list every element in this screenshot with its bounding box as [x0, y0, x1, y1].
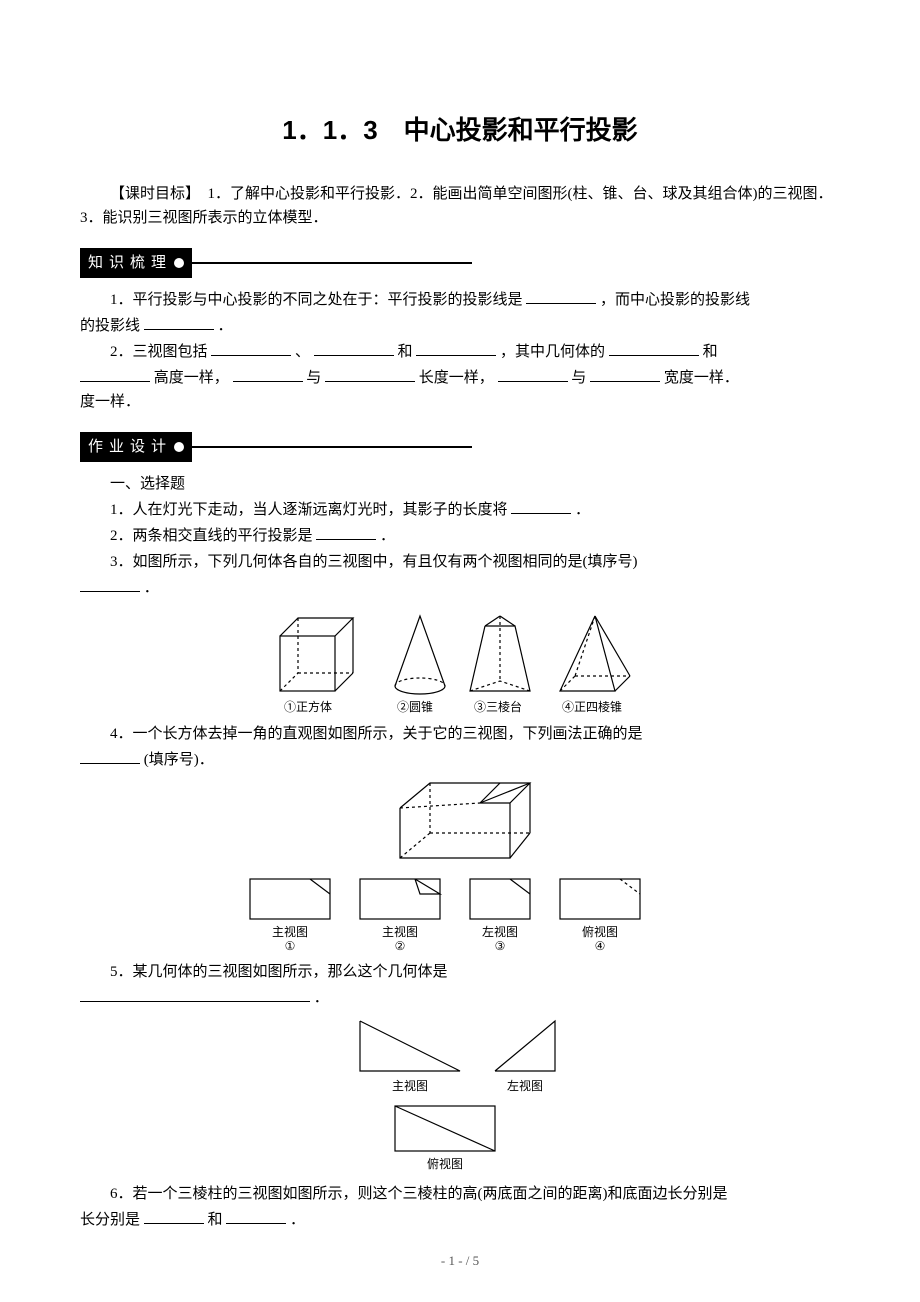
- banner-line: [192, 262, 472, 264]
- q2b: ．: [380, 528, 395, 544]
- blank: [590, 366, 660, 382]
- page: 1．1．3 中心投影和平行投影 【课时目标】 1．了解中心投影和平行投影．2．能…: [0, 0, 920, 1302]
- banner-line: [192, 446, 472, 448]
- blank: [416, 340, 496, 356]
- knowledge-item-2c: 度一样．: [80, 390, 840, 414]
- fig3-label-b: ②圆锥: [397, 700, 433, 714]
- svg-text:主视图: 主视图: [392, 1078, 428, 1093]
- question-3b: ．: [80, 576, 840, 600]
- k2g: 与: [306, 370, 321, 386]
- blank: [511, 498, 571, 514]
- figure-3: ①正方体 ②圆锥 ③三棱台 ④正四棱锥: [80, 606, 840, 716]
- page-title: 1．1．3 中心投影和平行投影: [80, 110, 840, 152]
- q5b: ．: [314, 990, 329, 1006]
- page-footer: - 1 - / 5: [0, 1251, 920, 1272]
- blank: [226, 1208, 286, 1224]
- q6c: ．: [290, 1212, 305, 1228]
- q6b: 和: [208, 1212, 223, 1228]
- svg-text:俯视图: 俯视图: [582, 924, 618, 939]
- svg-text:①: ①: [285, 939, 296, 953]
- blank: [80, 748, 140, 764]
- figure-3-svg: ①正方体 ②圆锥 ③三棱台 ④正四棱锥: [270, 606, 650, 716]
- k2j: 宽度一样．: [664, 370, 739, 386]
- question-1: 1．人在灯光下走动，当人逐渐远离灯光时，其影子的长度将 ．: [80, 498, 840, 522]
- figure-4: [80, 778, 840, 868]
- svg-text:主视图: 主视图: [272, 924, 308, 939]
- svg-text:俯视图: 俯视图: [427, 1156, 463, 1171]
- figure-4-solid-svg: [360, 778, 560, 868]
- figure-5-svg: 主视图 左视图 俯视图: [340, 1016, 580, 1176]
- blank: [233, 366, 303, 382]
- knowledge-item-1b: 的投影线 ．: [80, 314, 840, 338]
- k2e: 和: [703, 344, 718, 360]
- k2d: ，其中几何体的: [500, 344, 605, 360]
- svg-text:主视图: 主视图: [382, 924, 418, 939]
- fig3-label-c: ③三棱台: [474, 699, 522, 714]
- objectives-text: 【课时目标】 1．了解中心投影和平行投影．2．能画出简单空间图形(柱、锥、台、球…: [80, 182, 840, 230]
- knowledge-banner-label: 知识梳理: [88, 251, 172, 275]
- banner-dot-icon: [174, 258, 184, 268]
- homework-banner-label: 作业设计: [88, 435, 172, 459]
- blank: [325, 366, 415, 382]
- knowledge-item-2: 2．三视图包括 、 和 ，其中几何体的 和: [80, 340, 840, 364]
- k1-text-b: ，而中心投影的投影线: [600, 292, 750, 308]
- section-a-heading: 一、选择题: [80, 472, 840, 496]
- question-4: 4．一个长方体去掉一角的直观图如图所示，关于它的三视图，下列画法正确的是: [80, 722, 840, 746]
- knowledge-item-1: 1．平行投影与中心投影的不同之处在于：平行投影的投影线是 ，而中心投影的投影线: [80, 288, 840, 312]
- q3b: ．: [144, 580, 159, 596]
- q2a: 2．两条相交直线的平行投影是: [110, 528, 313, 544]
- homework-banner: 作业设计: [80, 432, 840, 462]
- knowledge-banner-box: 知识梳理: [80, 248, 192, 278]
- knowledge-banner: 知识梳理: [80, 248, 840, 278]
- k2c: 和: [398, 344, 413, 360]
- k1-cont: 的投影线: [80, 318, 140, 334]
- question-5: 5．某几何体的三视图如图所示，那么这个几何体是: [80, 960, 840, 984]
- homework-banner-box: 作业设计: [80, 432, 192, 462]
- k2f: 高度一样，: [154, 370, 229, 386]
- blank: [314, 340, 394, 356]
- svg-text:左视图: 左视图: [482, 924, 518, 939]
- blank: [609, 340, 699, 356]
- q1b: ．: [575, 502, 590, 518]
- question-4b: (填序号)．: [80, 748, 840, 772]
- fig3-label-a: ①正方体: [284, 699, 332, 714]
- q6-cont: 长分别是: [80, 1212, 140, 1228]
- blank: [526, 288, 596, 304]
- k1-text-c: ．: [218, 318, 233, 334]
- svg-text:②: ②: [395, 939, 406, 953]
- blank: [80, 576, 140, 592]
- k1-text-a: 1．平行投影与中心投影的不同之处在于：平行投影的投影线是: [110, 292, 523, 308]
- k2b: 、: [295, 344, 310, 360]
- q1a: 1．人在灯光下走动，当人逐渐远离灯光时，其影子的长度将: [110, 502, 508, 518]
- figure-4-views: 主视图 ① 主视图 ② 左视图 ③ 俯视图 ④: [80, 874, 840, 954]
- question-6b: 长分别是 和 ．: [80, 1208, 840, 1232]
- q4b: (填序号)．: [144, 752, 214, 768]
- blank: [144, 1208, 204, 1224]
- svg-text:左视图: 左视图: [507, 1078, 543, 1093]
- blank: [211, 340, 291, 356]
- blank: [80, 986, 310, 1002]
- svg-text:③: ③: [495, 939, 506, 953]
- question-3: 3．如图所示，下列几何体各自的三视图中，有且仅有两个视图相同的是(填序号): [80, 550, 840, 574]
- blank: [498, 366, 568, 382]
- q4a: 4．一个长方体去掉一角的直观图如图所示，关于它的三视图，下列画法正确的是: [110, 726, 643, 742]
- figure-5: 主视图 左视图 俯视图: [80, 1016, 840, 1176]
- figure-4-views-svg: 主视图 ① 主视图 ② 左视图 ③ 俯视图 ④: [240, 874, 680, 954]
- knowledge-item-2b: 高度一样， 与 长度一样， 与 宽度一样．: [80, 366, 840, 390]
- question-2: 2．两条相交直线的平行投影是 ．: [80, 524, 840, 548]
- fig3-label-d: ④正四棱锥: [562, 699, 622, 714]
- q6a: 6．若一个三棱柱的三视图如图所示，则这个三棱柱的高(两底面之间的距离)和底面边长…: [110, 1186, 728, 1202]
- k2i: 与: [571, 370, 586, 386]
- k2a: 2．三视图包括: [110, 344, 208, 360]
- q5a: 5．某几何体的三视图如图所示，那么这个几何体是: [110, 964, 448, 980]
- blank: [80, 366, 150, 382]
- k2h: 长度一样，: [419, 370, 494, 386]
- question-5b: ．: [80, 986, 840, 1010]
- blank: [316, 524, 376, 540]
- q3a: 3．如图所示，下列几何体各自的三视图中，有且仅有两个视图相同的是(填序号): [110, 554, 638, 570]
- svg-text:④: ④: [595, 939, 606, 953]
- banner-dot-icon: [174, 442, 184, 452]
- blank: [144, 314, 214, 330]
- question-6: 6．若一个三棱柱的三视图如图所示，则这个三棱柱的高(两底面之间的距离)和底面边长…: [80, 1182, 840, 1206]
